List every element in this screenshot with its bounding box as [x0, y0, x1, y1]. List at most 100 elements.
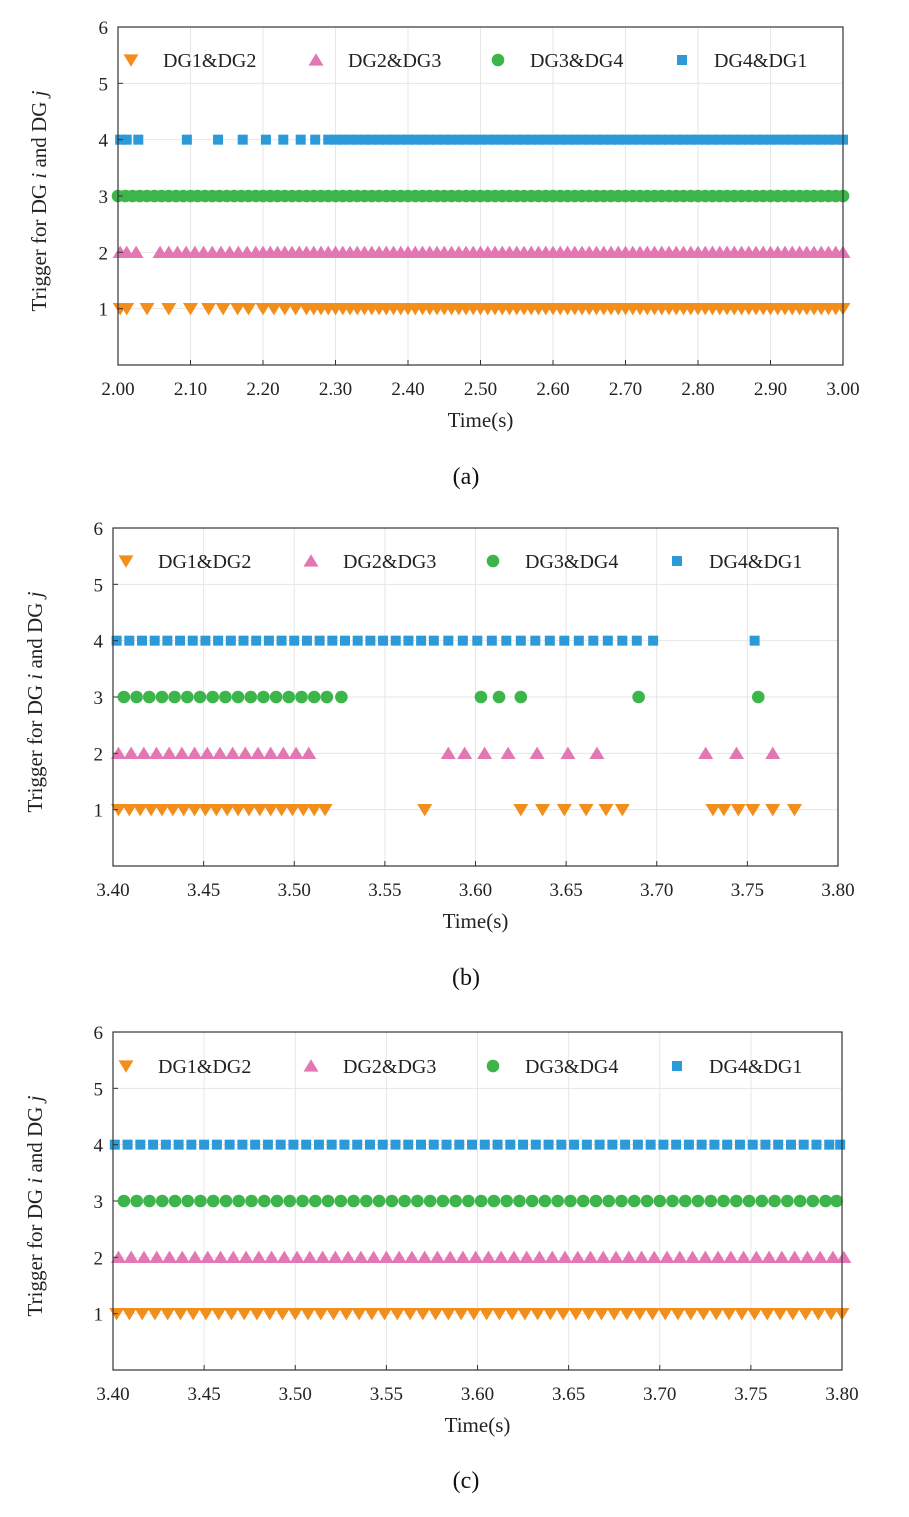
data-point [772, 1308, 788, 1321]
data-point [403, 1139, 414, 1150]
data-point [263, 746, 279, 759]
data-point [747, 1308, 763, 1321]
legend-label: DG4&DG1 [709, 551, 802, 573]
data-point [181, 1194, 195, 1208]
legend-marker [118, 1060, 134, 1073]
y-tick-label: 5 [99, 74, 109, 95]
data-point [143, 1194, 156, 1208]
y-tick-label: 2 [94, 1248, 104, 1269]
data-point [417, 1250, 433, 1263]
y-axis-label-part: j [27, 90, 51, 99]
data-point [168, 1194, 182, 1208]
data-point [492, 1139, 503, 1150]
data-point [708, 1308, 724, 1321]
y-axis-label: Trigger for DG i and DG j [27, 90, 51, 311]
data-point [160, 1308, 176, 1321]
data-point [535, 804, 551, 817]
data-point [321, 1194, 335, 1208]
data-point [252, 804, 268, 817]
x-tick-label: 3.55 [370, 1384, 403, 1405]
y-axis-label-part: i [23, 674, 47, 680]
data-point [468, 134, 479, 145]
y-axis-label-part: Trigger for DG [23, 1184, 47, 1317]
legend-label: DG3&DG4 [530, 50, 623, 72]
data-point [327, 1250, 343, 1263]
data-point [154, 804, 170, 817]
data-point [475, 134, 486, 145]
data-point [249, 1308, 265, 1321]
data-point [277, 303, 293, 316]
data-point [544, 1250, 560, 1263]
data-point [640, 1194, 654, 1208]
data-point [589, 746, 605, 759]
data-point [474, 690, 488, 704]
x-tick-label: 3.45 [188, 1384, 221, 1405]
legend-marker [677, 55, 687, 65]
series-dg1-dg2 [112, 303, 851, 316]
y-axis-label-part: i [27, 173, 51, 179]
data-point [337, 134, 348, 145]
data-point [615, 1194, 628, 1208]
data-point [148, 1139, 159, 1150]
data-point [276, 635, 287, 646]
legend-marker [123, 54, 139, 67]
data-point [501, 635, 512, 646]
data-point [530, 1139, 541, 1150]
data-point [377, 1139, 388, 1150]
data-point [417, 804, 433, 817]
data-point [181, 690, 194, 704]
data-point [338, 1308, 354, 1321]
data-point [544, 635, 555, 646]
data-point [213, 134, 224, 145]
data-point [569, 134, 580, 145]
data-point [284, 804, 300, 817]
x-tick-label: 2.90 [754, 379, 787, 400]
data-point [142, 690, 156, 704]
data-point [513, 1194, 526, 1208]
legend-label: DG3&DG4 [525, 551, 618, 573]
data-point [300, 1308, 316, 1321]
y-tick-label: 6 [94, 1023, 104, 1044]
data-point [255, 303, 271, 316]
data-point [758, 134, 769, 145]
data-point [411, 1194, 424, 1208]
data-point [691, 1194, 705, 1208]
data-point [525, 1194, 539, 1208]
x-tick-label: 2.10 [174, 379, 207, 400]
data-point [269, 690, 283, 704]
data-point [211, 1139, 222, 1150]
y-axis-label-part: and DG [23, 597, 47, 673]
data-point [237, 746, 253, 759]
data-point [340, 1250, 356, 1263]
data-point [634, 1250, 650, 1263]
data-point [119, 245, 135, 258]
x-tick-label: 3.60 [459, 880, 492, 901]
data-point [765, 804, 781, 817]
data-point [453, 134, 464, 145]
data-point [644, 1308, 660, 1321]
data-point [416, 635, 427, 646]
data-point [335, 690, 348, 704]
data-point [310, 134, 321, 145]
x-tick-label: 3.55 [368, 880, 401, 901]
data-point [787, 134, 798, 145]
data-point [685, 1250, 701, 1263]
data-point [664, 134, 674, 145]
data-point [110, 1250, 126, 1263]
series-dg2-dg3 [110, 1250, 852, 1263]
data-point [257, 690, 270, 704]
data-point [276, 1250, 292, 1263]
data-point [533, 134, 544, 145]
series-dg2-dg3 [110, 746, 781, 759]
data-point [736, 1250, 752, 1263]
data-point [199, 746, 215, 759]
data-point [734, 1308, 750, 1321]
data-point [530, 1308, 546, 1321]
data-point [266, 303, 282, 316]
y-tick-label: 2 [94, 744, 104, 765]
legend-marker [672, 1061, 682, 1071]
data-point [666, 1194, 679, 1208]
data-point [130, 1194, 143, 1208]
y-tick-label: 6 [94, 519, 104, 540]
data-point [130, 690, 143, 704]
